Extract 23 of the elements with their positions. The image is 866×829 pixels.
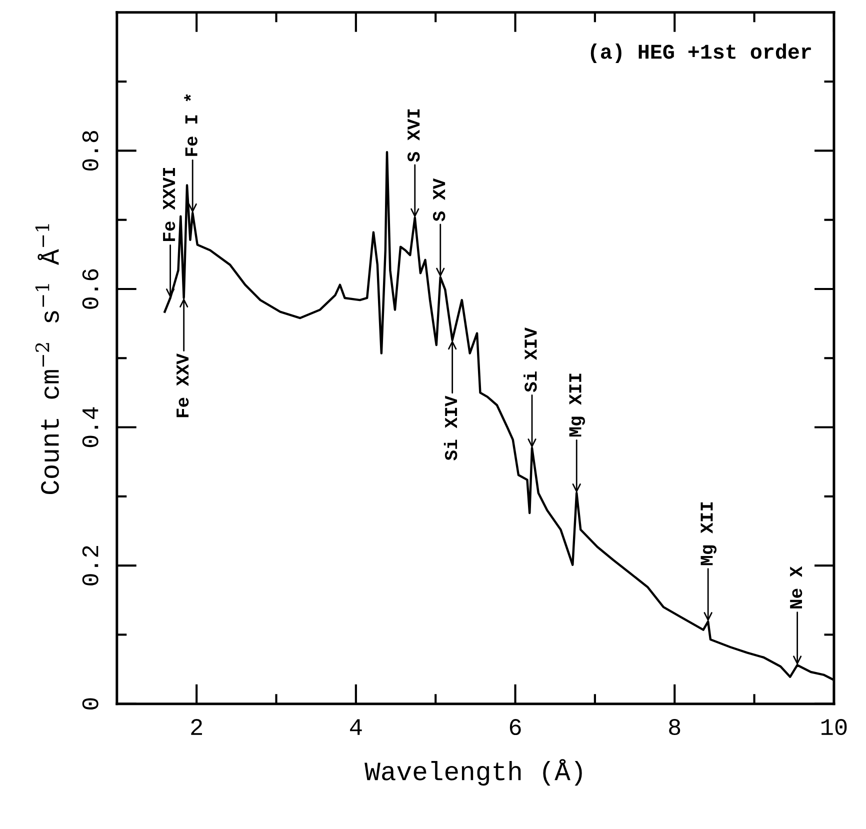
annotation: Mg XII: [569, 374, 586, 437]
x-tick-label: 4: [350, 719, 362, 735]
x-tick-label: 8: [669, 719, 680, 736]
y-axis-title: Count cm$^{−2}$ s$^{−1}$ Å$^{−1}$: [35, 224, 59, 494]
annotation: Mg XII: [700, 502, 716, 566]
y-tick-label: 0.8: [82, 131, 98, 171]
x-tick-label: 10: [821, 719, 847, 736]
y-tick-label: 0.4: [82, 407, 98, 448]
annotation: Fe XXVI: [163, 168, 176, 241]
annotation: Si XIV: [524, 327, 537, 392]
x-tick-label: 2: [191, 719, 202, 735]
x-tick-label: 6: [510, 719, 521, 736]
y-tick-label: 0.2: [82, 546, 98, 586]
annotation: Fe XXV: [176, 354, 189, 418]
annotation: Si XIV: [444, 396, 458, 460]
y-tick-label: 0.6: [82, 269, 98, 309]
y-tick-label: 0: [82, 698, 98, 710]
annotation: S XVI: [407, 109, 420, 162]
text: (a) HEG +1st order: [590, 44, 811, 63]
annotation: Fe I *: [184, 94, 198, 156]
x-axis-title: Wavelength (Å): [364, 759, 582, 786]
annotation: Ne X: [790, 566, 802, 608]
annotation: S XV: [432, 178, 446, 222]
